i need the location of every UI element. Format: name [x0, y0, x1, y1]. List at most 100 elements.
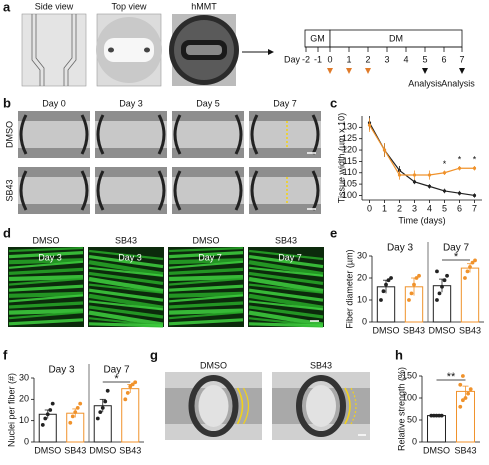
tissue-image: [18, 167, 90, 214]
group-label: Day 7: [443, 243, 470, 254]
tissue-image: [18, 111, 90, 158]
data-point: [386, 278, 391, 283]
x-tick-label: SB43: [403, 325, 425, 335]
fiber-streak: [88, 271, 164, 285]
x-tick-label: DMSO: [423, 445, 450, 455]
point: [397, 173, 402, 177]
fiber-streak: [8, 260, 84, 269]
phase-label: DM: [389, 33, 403, 43]
fiber-streak: [8, 274, 84, 282]
y-axis-label: Fiber diameter (µm): [344, 249, 354, 328]
treatment-marker: [365, 68, 371, 74]
tissue-band: [249, 177, 321, 204]
timeline-day: -1: [314, 54, 322, 64]
fiber-streak: [248, 271, 324, 285]
x-tick-label: 1: [382, 203, 387, 213]
fluorescence-image: Day 3: [88, 247, 164, 328]
fiber-streak: [8, 267, 84, 275]
y-tick-label: 30: [357, 250, 367, 260]
data-point: [409, 291, 414, 296]
data-point: [445, 273, 449, 278]
significance: *: [458, 154, 462, 164]
bracket: [344, 387, 351, 425]
post-edge: [157, 170, 166, 211]
x-tick-label: DMSO: [429, 325, 456, 335]
y-axis-label: Relative strength (%): [396, 367, 406, 451]
data-point: [440, 284, 444, 289]
y-axis-label: Tissue width (µm x 10): [336, 113, 346, 203]
tissue-image: [172, 111, 244, 158]
data-point: [460, 374, 465, 378]
data-point: [128, 384, 133, 389]
timeline-day: 3: [384, 54, 389, 64]
image-title: DMSO: [200, 360, 227, 370]
data-point: [468, 387, 473, 392]
fiber-streak: [248, 249, 324, 261]
day-title: Day 7: [273, 98, 297, 108]
fiber-streak: [168, 274, 244, 282]
data-point: [78, 401, 83, 406]
data-point: [442, 278, 447, 283]
treatment-marker: [346, 68, 352, 74]
significance: *: [443, 159, 447, 169]
fluorescence-image: Day 7: [168, 246, 244, 327]
data-point: [458, 382, 463, 387]
y-tick-label: 120: [342, 144, 357, 154]
fiber-streak: [8, 311, 84, 320]
post-edge: [173, 114, 182, 155]
fiber-streak: [8, 246, 84, 253]
x-tick-label: SB43: [459, 325, 481, 335]
data-point: [470, 260, 475, 265]
fiber-streak: [8, 258, 84, 265]
x-axis-label: Time (days): [398, 215, 445, 225]
data-point: [460, 398, 465, 403]
fiber-streak: [168, 284, 244, 292]
point: [412, 173, 417, 177]
post-inner: [306, 385, 336, 427]
data-point: [379, 298, 383, 302]
tissue-band: [95, 121, 167, 148]
fiber-streak: [248, 300, 324, 311]
y-tick-label: 20: [357, 272, 367, 282]
fiber-streak: [8, 294, 84, 303]
image-title: DMSO: [33, 235, 60, 245]
data-point: [431, 413, 436, 418]
data-point: [70, 414, 75, 419]
fiber-streak: [168, 246, 244, 253]
image-title: SB43: [310, 360, 332, 370]
fiber-streak: [248, 276, 324, 294]
top-view-image: [96, 13, 162, 87]
x-tick-label: 3: [412, 203, 417, 213]
post-edge: [311, 114, 320, 155]
data-point: [407, 298, 411, 302]
tissue-band: [18, 121, 90, 148]
panel-label: a: [3, 0, 11, 14]
data-point: [381, 289, 386, 294]
data-point: [43, 416, 48, 421]
fiber-streak: [168, 311, 244, 320]
timeline-day: 5: [422, 54, 427, 64]
fiber-streak: [168, 260, 244, 269]
fiber-streak: [88, 293, 164, 310]
fiber-streak: [168, 301, 244, 309]
data-point: [50, 401, 55, 406]
significance: *: [114, 373, 119, 385]
fiber-streak: [88, 300, 164, 311]
tissue-image: [95, 111, 167, 158]
fiber-streak: [88, 322, 164, 328]
fiber-streak: [168, 318, 244, 326]
data-point: [45, 412, 50, 417]
fiber-streak: [88, 305, 164, 319]
fiber-streak: [248, 260, 324, 277]
data-point: [458, 404, 463, 409]
day-title: Day 0: [42, 98, 66, 108]
x-tick-label: DMSO: [89, 445, 116, 455]
fiber-streak: [8, 318, 84, 326]
fiber-streak: [248, 322, 324, 328]
point: [457, 191, 462, 195]
tissue-band: [95, 177, 167, 204]
row-label: DMSO: [4, 121, 14, 148]
y-tick-label: 50: [407, 414, 417, 424]
data-point: [435, 269, 439, 274]
point: [457, 166, 462, 170]
